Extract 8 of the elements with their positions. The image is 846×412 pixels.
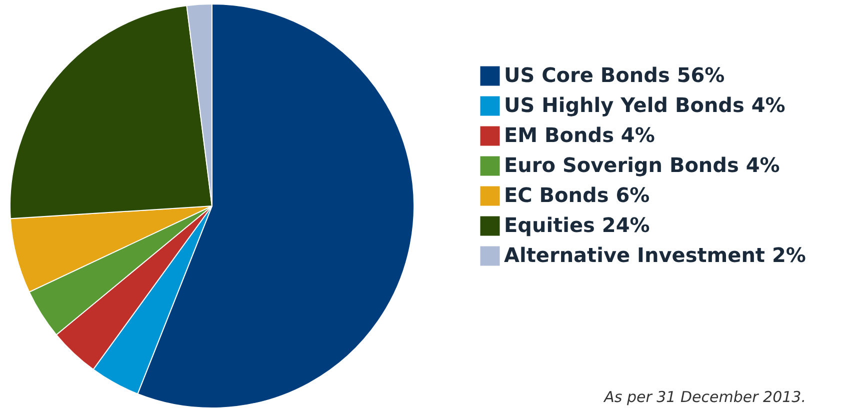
legend-label: Euro Soverign Bonds 4% bbox=[504, 153, 780, 177]
text: As per 31 December 2013. bbox=[603, 388, 806, 406]
legend-label: US Core Bonds 56% bbox=[504, 63, 725, 87]
legend-label: Alternative Investment 2% bbox=[504, 243, 806, 267]
legend-label: Equities 24% bbox=[504, 213, 650, 237]
legend-label: EC Bonds 6% bbox=[504, 183, 650, 207]
legend-label: EM Bonds 4% bbox=[504, 123, 655, 147]
legend-label: US Highly Yeld Bonds 4% bbox=[504, 93, 786, 117]
